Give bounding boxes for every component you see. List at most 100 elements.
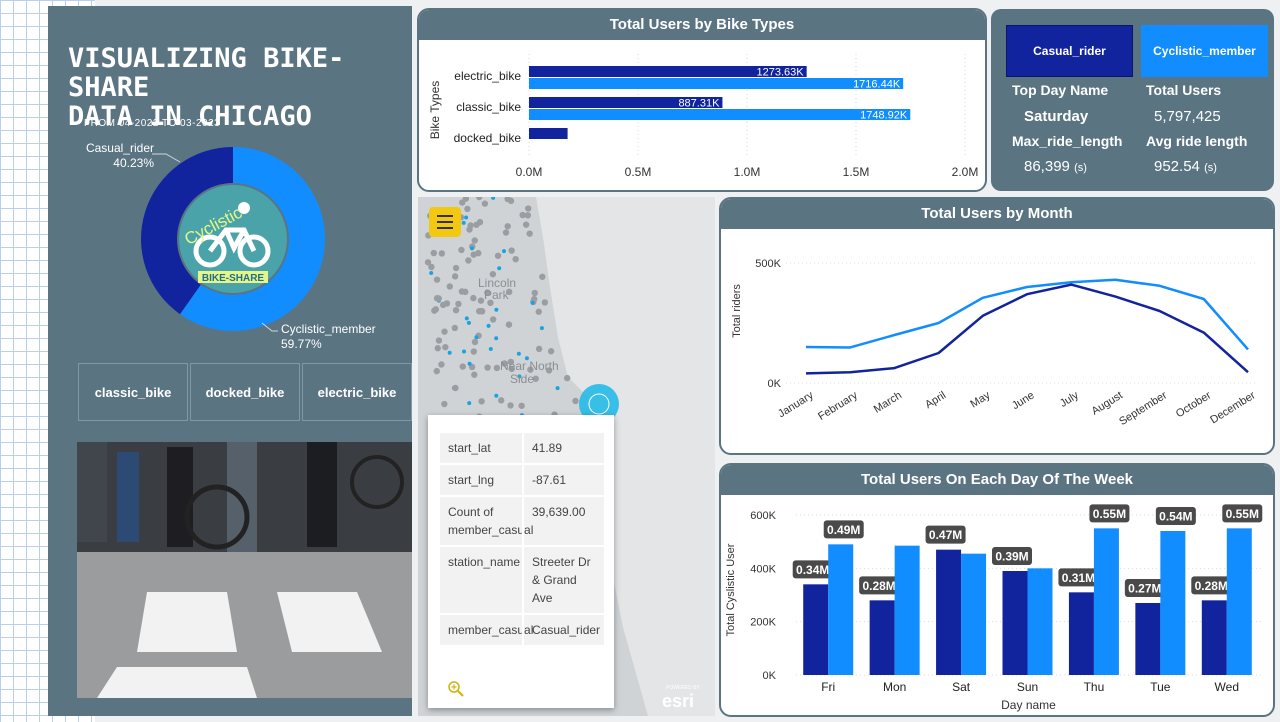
bike-types-chart-title: Total Users by Bike Types xyxy=(419,10,985,40)
station-dot xyxy=(501,360,508,367)
x-tick-label: Tue xyxy=(1150,680,1171,694)
station-dot xyxy=(430,249,437,257)
map-menu-icon[interactable] xyxy=(429,207,461,237)
casual-rider-filter-button[interactable]: Casual_rider xyxy=(1006,25,1133,77)
station-dot xyxy=(466,226,473,233)
bar-Casual_rider-Thu[interactable] xyxy=(1068,592,1094,675)
station-dot xyxy=(465,257,472,264)
bar-Cyclistic_member-Thu[interactable] xyxy=(1093,528,1119,675)
station-dot xyxy=(467,401,472,406)
bar-Cyclistic_member-electric_bike[interactable] xyxy=(529,78,904,89)
esri-logo: esri xyxy=(662,691,694,711)
bar-Cyclistic_member-Wed[interactable] xyxy=(1226,528,1252,675)
station-dot xyxy=(424,259,432,266)
lake-michigan xyxy=(536,197,715,716)
data-label-badge xyxy=(1124,579,1165,597)
bar-Casual_rider-Wed[interactable] xyxy=(1201,600,1227,675)
bar-Cyclistic_member-Sun[interactable] xyxy=(1027,568,1053,675)
donut-slice-casual[interactable] xyxy=(141,147,233,315)
x-tick-label: May xyxy=(968,389,992,410)
bar-Casual_rider-Sun[interactable] xyxy=(1002,571,1028,675)
bar-Casual_rider-Sat[interactable] xyxy=(936,549,962,675)
bar-Casual_rider-electric_bike[interactable] xyxy=(529,66,807,77)
bar-Cyclistic_member-Mon[interactable] xyxy=(894,545,920,675)
top-day-value: Saturday xyxy=(1024,108,1089,125)
station-dot xyxy=(507,402,514,409)
bar-data-label: 0.55M xyxy=(1093,507,1126,521)
bar-Casual_rider-Fri[interactable] xyxy=(803,584,829,675)
member-leader-line xyxy=(261,322,278,332)
station-dot xyxy=(469,246,474,251)
avg-ride-number: 952.54 xyxy=(1154,158,1200,175)
station-dot xyxy=(539,326,544,331)
weekday-chart-card: Total Users On Each Day Of The Week 0K 20… xyxy=(719,463,1275,717)
station-dot xyxy=(494,336,499,341)
station-dot xyxy=(433,295,441,302)
x-tick-label: January xyxy=(776,389,816,420)
tooltip-value: 41.89 xyxy=(522,433,604,463)
bar-Casual_rider-classic_bike[interactable] xyxy=(529,97,723,108)
page-title: VISUALIZING BIKE-SHARE DATA IN CHICAGO xyxy=(68,44,398,131)
cyclistic-member-filter-button[interactable]: Cyclistic_member xyxy=(1141,25,1268,77)
bar-data-label: 0.28M xyxy=(1195,579,1228,593)
line-Casual_rider[interactable] xyxy=(805,283,1249,375)
station-dot xyxy=(438,250,446,257)
station-dot xyxy=(441,400,448,408)
station-dot xyxy=(464,215,469,220)
slicer-classic-bike[interactable]: classic_bike xyxy=(78,363,188,421)
casual-pct-text: 40.23% xyxy=(113,156,154,170)
station-dot xyxy=(487,299,494,307)
bike-types-chart: 0.0M 0.5M 1.0M 1.5M 2.0M Bike Types electric_b… xyxy=(428,54,979,179)
rider-type-donut: Cyclistic BIKE-SHARE Casual_rider 40.23%… xyxy=(48,126,412,356)
zoom-icon[interactable] xyxy=(448,681,464,702)
bar-data-label: 0.49M xyxy=(827,523,860,537)
y-axis-label: Total Cyslistic User xyxy=(725,543,737,636)
casual-label-text: Casual_rider xyxy=(85,141,154,155)
slicer-docked-bike[interactable]: docked_bike xyxy=(190,363,300,421)
member-label-text: Cyclistic_member xyxy=(281,322,376,336)
bar-Cyclistic_member-Fri[interactable] xyxy=(828,544,854,675)
line-Cyclistic_member[interactable] xyxy=(805,278,1249,351)
avg-ride-unit: (s) xyxy=(1204,162,1217,174)
bar-Casual_rider-docked_bike[interactable] xyxy=(529,128,568,139)
station-dot xyxy=(531,289,538,297)
station-dot xyxy=(434,345,441,352)
bar-Cyclistic_member-classic_bike[interactable] xyxy=(529,109,911,120)
station-dot xyxy=(464,205,471,213)
y-tick-label: 500K xyxy=(755,258,781,270)
station-dot xyxy=(527,366,534,373)
avg-ride-length-label: Avg ride length xyxy=(1146,133,1248,149)
donut-slice-member[interactable] xyxy=(180,147,325,331)
data-label-badge xyxy=(823,520,864,539)
total-users-value: 5,797,425 xyxy=(1154,108,1221,125)
member-donut-label: Cyclistic_member 59.77% xyxy=(281,322,376,352)
selected-station-bubble[interactable] xyxy=(579,384,619,424)
station-dot xyxy=(502,249,507,254)
map-tooltip: start_lat 41.89 start_lng -87.61 Count of me… xyxy=(428,415,614,708)
tooltip-value: -87.61 xyxy=(522,465,604,495)
tooltip-row: Count of member_casual 39,639.00 xyxy=(440,497,604,545)
bar-Cyclistic_member-Sat[interactable] xyxy=(961,553,987,675)
logo-text-bikeshare: BIKE-SHARE xyxy=(202,273,265,284)
station-dot xyxy=(517,374,522,379)
month-line-chart: 0K 500K Total riders January February March Ap… xyxy=(731,258,1258,428)
map-label-lincoln: Lincoln xyxy=(478,276,516,290)
data-label-badge xyxy=(1058,568,1099,587)
slicer-electric-bike[interactable]: electric_bike xyxy=(302,363,412,421)
station-dot xyxy=(471,338,479,346)
tooltip-value: Casual_rider xyxy=(522,615,608,645)
station-dot xyxy=(441,328,448,335)
bar-Casual_rider-Mon[interactable] xyxy=(869,600,895,675)
station-dot xyxy=(494,252,502,259)
bike-types-chart-card: Total Users by Bike Types 0.0M 0.5M 1.0M 1.… xyxy=(417,8,987,192)
station-dot xyxy=(545,367,553,374)
station-dot xyxy=(524,212,532,219)
y-tick-label: 400K xyxy=(750,563,776,575)
x-tick-label: 2.0M xyxy=(952,165,979,179)
bar-data-label: 0.27M xyxy=(1128,582,1161,596)
bar-Casual_rider-Tue[interactable] xyxy=(1135,603,1161,675)
x-tick-label: August xyxy=(1090,389,1125,417)
bar-Cyclistic_member-Tue[interactable] xyxy=(1160,531,1186,675)
station-dot xyxy=(502,229,510,236)
x-tick-label: March xyxy=(872,389,904,415)
